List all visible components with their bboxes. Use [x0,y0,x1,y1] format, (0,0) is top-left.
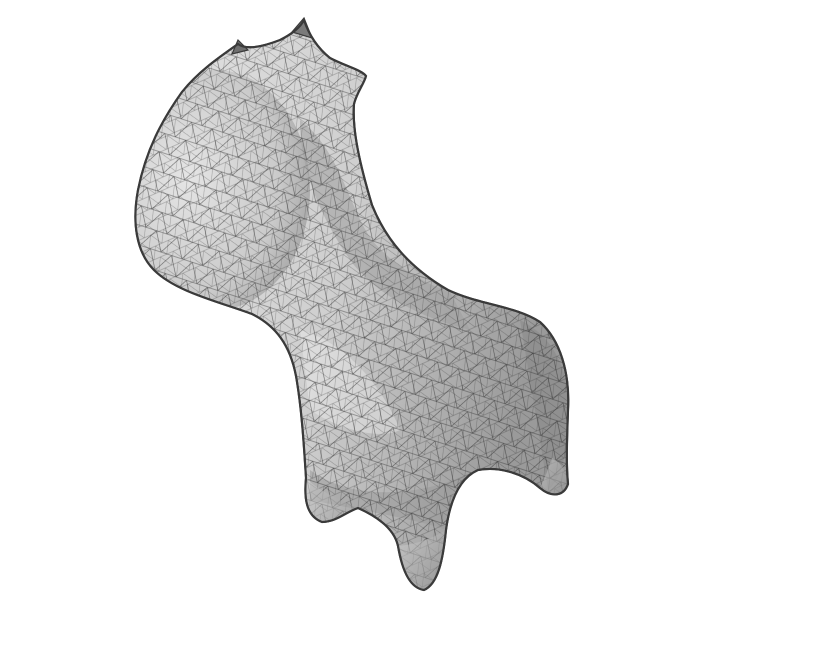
rear-leg [540,458,568,495]
front-leg [398,530,446,590]
left-leg [305,478,358,522]
